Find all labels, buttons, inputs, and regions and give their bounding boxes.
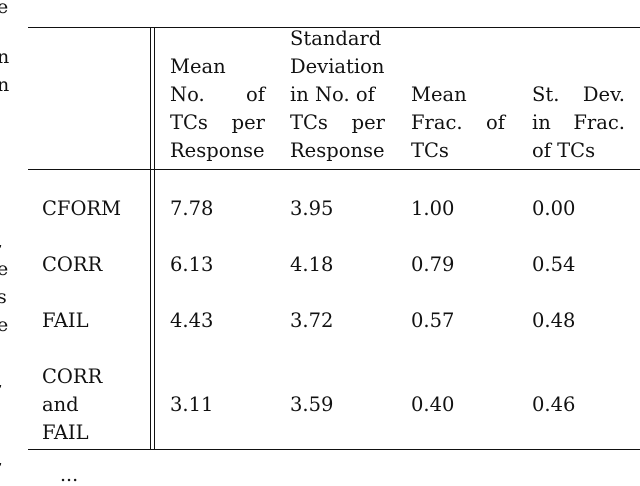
table-double-vertical-rule (154, 27, 155, 450)
margin-fragment: e (0, 314, 9, 336)
table-cell: 0.79 (411, 253, 455, 276)
table-cell: 0.00 (532, 197, 576, 220)
margin-fragment: e (0, 0, 9, 18)
table-cell: 6.13 (170, 253, 214, 276)
column-header-mean-no-tcs: Mean No. of TCs per Response (170, 55, 265, 162)
row-label: CORR (42, 365, 103, 388)
margin-fragment: , (0, 450, 3, 469)
row-label: FAIL (42, 421, 89, 444)
table-cell: 0.46 (532, 393, 576, 416)
table-cell: 3.72 (290, 309, 334, 332)
table-cell: 0.54 (532, 253, 576, 276)
table-top-rule (28, 27, 640, 28)
table-double-vertical-rule (150, 27, 151, 450)
row-label: FAIL (42, 309, 89, 332)
table-cell: 0.48 (532, 309, 576, 332)
margin-fragment: s (0, 286, 7, 308)
table-bottom-rule (28, 449, 640, 450)
table-cell: 4.43 (170, 309, 214, 332)
margin-fragment: , (0, 372, 3, 391)
table-cell: 1.00 (411, 197, 455, 220)
row-label: CORR (42, 253, 103, 276)
margin-fragment: , (0, 232, 3, 251)
table-cell: 3.59 (290, 393, 334, 416)
table-cell: 3.11 (170, 393, 214, 416)
column-header-mean-frac-tcs: Mean Frac. of TCs (411, 83, 505, 162)
row-label: and (42, 393, 79, 416)
margin-fragment: e (0, 258, 9, 280)
table-cell: 4.18 (290, 253, 334, 276)
table-cell: 7.78 (170, 197, 214, 220)
table-header-rule (28, 169, 640, 170)
column-header-sd-frac-tcs: St. Dev. in Frac. of TCs (532, 83, 625, 162)
table-cell: 0.40 (411, 393, 455, 416)
margin-fragment: n (0, 46, 10, 68)
table-cell: 3.95 (290, 197, 334, 220)
column-header-sd-no-tcs: Standard Deviation in No. of TCs per Res… (290, 27, 385, 162)
row-label: CFORM (42, 197, 122, 220)
table-cell: 0.57 (411, 309, 455, 332)
margin-fragment: n (0, 74, 10, 96)
